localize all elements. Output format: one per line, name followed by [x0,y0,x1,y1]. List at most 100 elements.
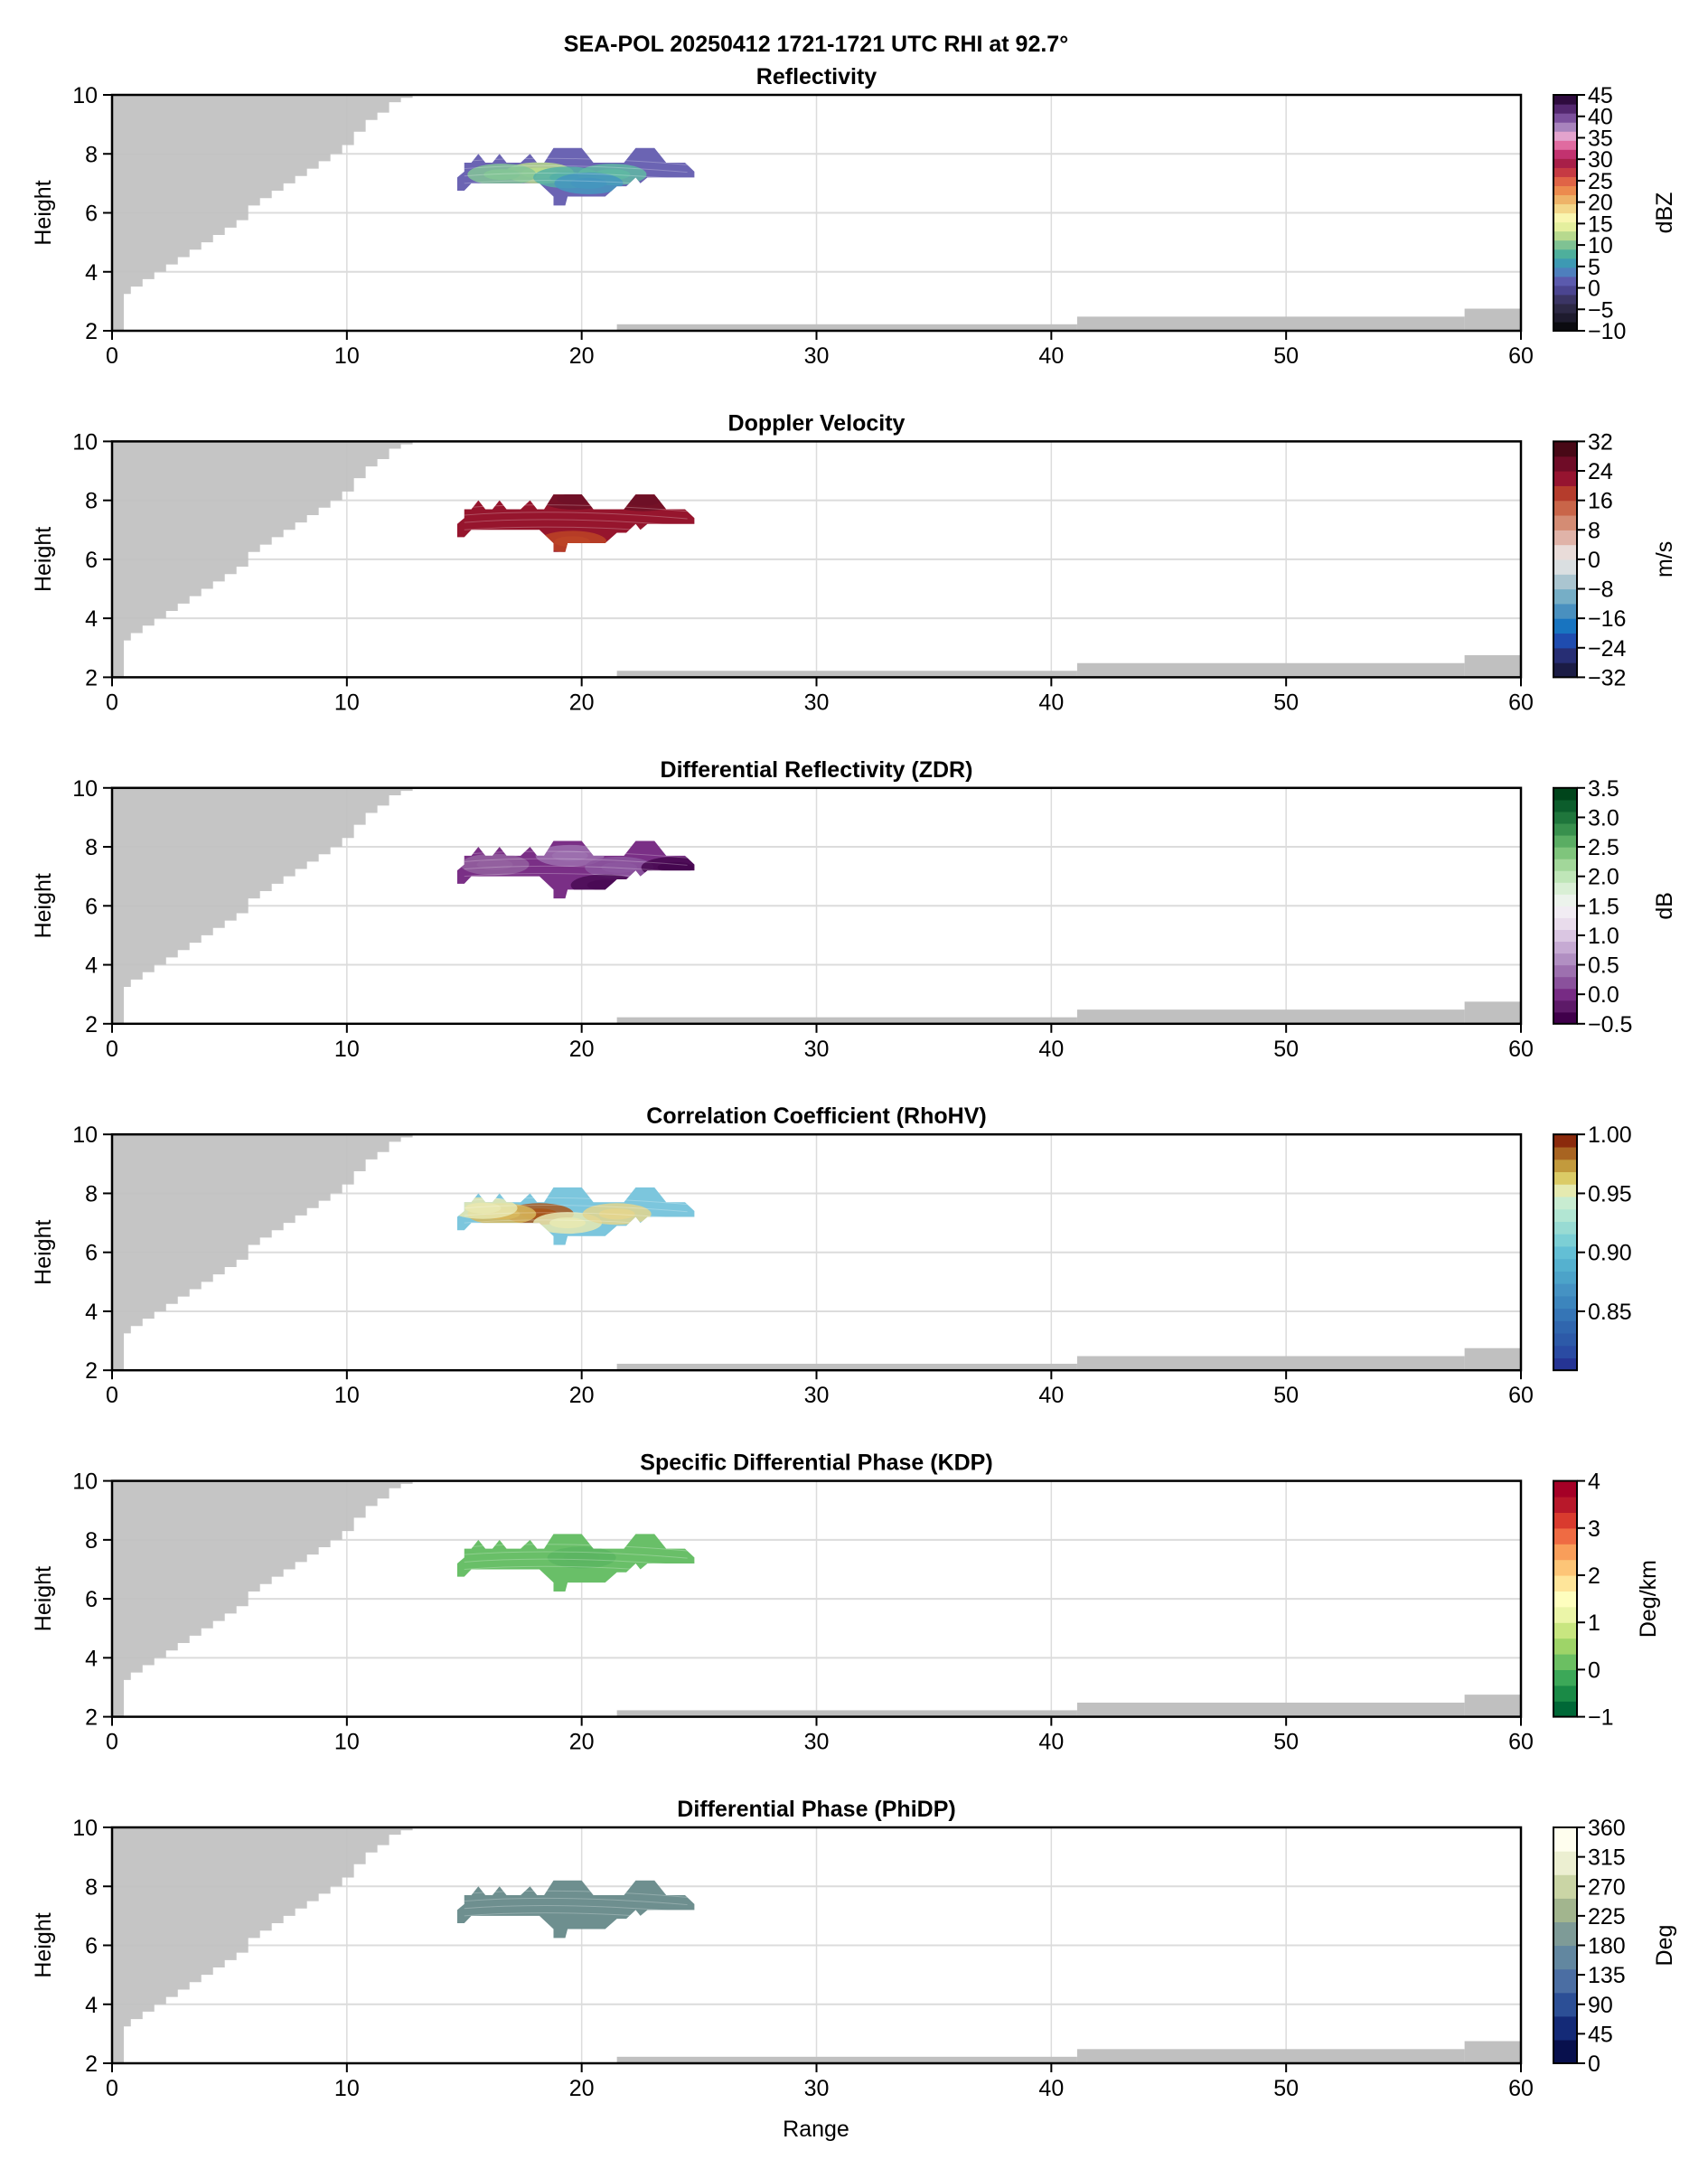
terrain-mask-step [1076,1702,1465,1717]
colorbar-segment [1553,1992,1577,2017]
x-tick-label: 40 [1038,1037,1064,1062]
x-tick-label: 20 [569,690,595,715]
colorbar: −1 0 1 2 3 4 Deg/km [1553,1469,1661,1731]
x-tick-label: 30 [804,343,830,369]
y-tick-label: 4 [85,260,98,286]
x-tick-label: 60 [1508,1730,1534,1755]
contour-line [464,519,688,527]
colorbar-segment [1553,1685,1577,1702]
colorbar-segment [1553,847,1577,859]
colorbar-tick-label: 40 [1588,105,1613,130]
panel-title: Reflectivity [756,64,877,89]
colorbar-segment [1553,1874,1577,1899]
x-tick-label: 30 [804,1383,830,1408]
colorbar-tick-label: 2 [1588,1563,1600,1589]
y-axis-label: Height [31,1912,56,1977]
colorbar-segment [1553,185,1577,196]
x-tick-label: 60 [1508,1037,1534,1062]
y-tick-label: 8 [85,1181,98,1207]
terrain-mask-step [1464,654,1521,678]
colorbar-tick-label: 10 [1588,233,1613,258]
colorbar-tick-label: 1.0 [1588,924,1619,949]
x-tick-label: 0 [106,1730,118,1755]
colorbar-segment [1553,221,1577,232]
contour-line [464,1551,688,1559]
y-tick-label: 10 [72,429,98,455]
y-tick-label: 8 [85,1874,98,1900]
terrain-mask-step [1076,316,1465,331]
colorbar-segment [1553,303,1577,314]
terrain-mask-step [616,671,1077,678]
colorbar-tick-label: 5 [1588,255,1600,280]
y-tick-label: 10 [72,1816,98,1841]
colorbar-segment [1553,455,1577,472]
colorbar-segment [1553,285,1577,296]
colorbar-frame [1553,94,1578,332]
colorbar-segment [1553,485,1577,502]
colorbar-segment [1553,603,1577,619]
y-tick-label: 6 [85,202,98,227]
grid [112,441,1521,678]
echo-region [456,840,695,899]
colorbar-tick-label: 270 [1588,1874,1626,1900]
colorbar-segment [1553,95,1577,105]
colorbar-segment [1553,239,1577,250]
x-tick-label: 60 [1508,690,1534,715]
colorbar-segment [1553,1606,1577,1623]
colorbar-tick-label: 0.85 [1588,1300,1632,1325]
colorbar-tick-label: 0 [1588,277,1600,302]
colorbar-tick-label: −10 [1588,319,1626,344]
colorbar-tick-label: 16 [1588,489,1613,514]
colorbar-segment [1553,618,1577,634]
colorbar-segment [1553,574,1577,590]
colorbar-segment [1553,2039,1577,2064]
panel-2: Differential Reflectivity (ZDR)0 10 20 30 40… [31,757,1677,1062]
x-tick-label: 20 [569,1037,595,1062]
colorbar-segment [1553,530,1577,546]
colorbar-segment [1553,1208,1577,1222]
beam-blockage-region [112,95,413,331]
contour-line [464,1212,688,1220]
echo-core-center-3 [587,879,624,891]
colorbar-segment [1553,1921,1577,1947]
terrain-mask-step [1464,308,1521,331]
y-tick-label: 2 [85,319,98,344]
x-tick-label: 10 [334,1730,360,1755]
y-axis-label: Height [31,873,56,938]
plot-area [112,1134,1521,1371]
colorbar-segment [1553,321,1577,332]
x-tick-label: 30 [804,1037,830,1062]
terrain-mask-step [1076,662,1465,678]
colorbar-tick-label: −0.5 [1588,1012,1632,1038]
beam-blockage-region [112,787,413,1024]
colorbar-segment [1553,212,1577,223]
x-tick-label: 20 [569,343,595,369]
colorbar-segment [1553,500,1577,516]
x-tick-label: 0 [106,343,118,369]
colorbar-tick-label: 0 [1588,1657,1600,1683]
x-tick-label: 0 [106,1383,118,1408]
colorbar-segment [1553,882,1577,895]
colorbar-segment [1553,249,1577,259]
colorbar-segment [1553,822,1577,836]
colorbar-segment [1553,149,1577,159]
terrain-mask-step [1464,2041,1521,2063]
colorbar-segment [1553,167,1577,177]
colorbar-segment [1553,1638,1577,1655]
x-tick-label: 60 [1508,2076,1534,2101]
panel-3: Correlation Coefficient (RhoHV)0 10 20 30 40… [31,1103,1632,1408]
colorbar-segment [1553,1271,1577,1284]
terrain-mask-step [616,324,1077,331]
x-tick-label: 50 [1273,1383,1299,1408]
colorbar-segment [1553,906,1577,918]
y-tick-label: 10 [72,83,98,108]
contour-line [464,173,688,181]
y-tick-label: 2 [85,2052,98,2077]
y-tick-label: 8 [85,142,98,167]
echo-core-center-0 [551,850,588,861]
x-tick-label: 10 [334,1383,360,1408]
colorbar-tick-label: 2.0 [1588,865,1619,890]
colorbar-tick-label: 1.00 [1588,1122,1632,1148]
